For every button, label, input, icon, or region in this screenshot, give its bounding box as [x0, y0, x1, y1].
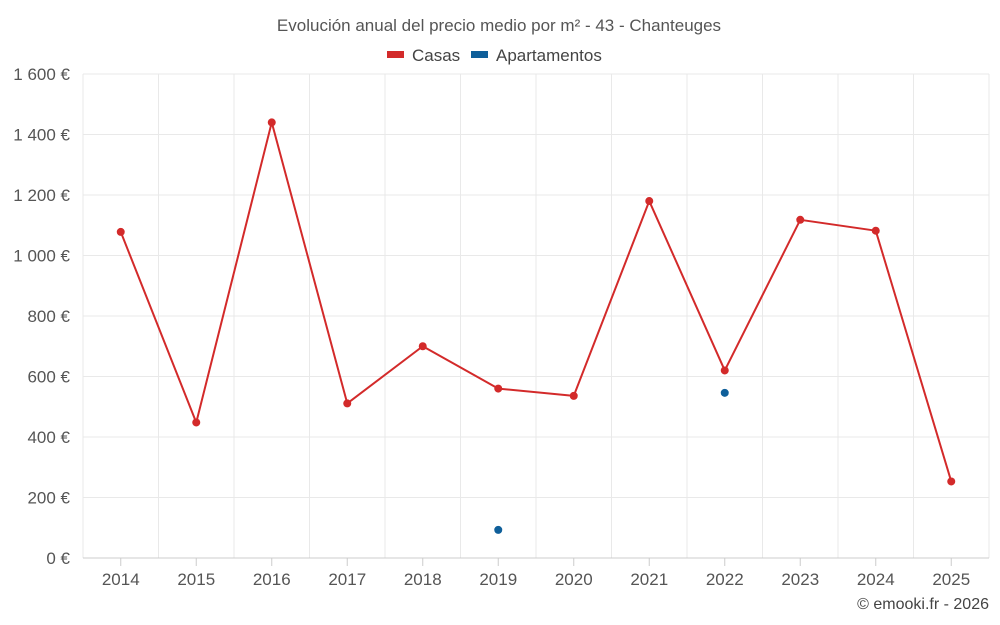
grid: [82, 73, 990, 559]
credit-text: © emooki.fr - 2026: [857, 596, 989, 613]
data-point-casas[interactable]: [947, 477, 956, 486]
x-tick-label: 2018: [404, 570, 442, 589]
y-tick-label: 1 200 €: [13, 186, 70, 205]
data-point-casas[interactable]: [267, 118, 276, 127]
x-tick-label: 2015: [177, 570, 215, 589]
data-point-casas[interactable]: [871, 226, 880, 235]
x-tick-label: 2023: [781, 570, 819, 589]
x-tick-label: 2022: [706, 570, 744, 589]
series: [116, 118, 956, 534]
series-line-casas: [119, 121, 953, 482]
legend-item-apartamentos[interactable]: Apartamentos: [471, 46, 602, 65]
legend-swatch-casas: [387, 51, 404, 58]
y-tick-label: 1 000 €: [13, 247, 70, 266]
x-tick-label: 2021: [630, 570, 668, 589]
data-point-casas[interactable]: [418, 342, 427, 351]
x-tick-label: 2024: [857, 570, 895, 589]
x-tick-label: 2016: [253, 570, 291, 589]
legend-label-apartamentos: Apartamentos: [496, 46, 602, 65]
legend[interactable]: Casas Apartamentos: [387, 46, 602, 65]
y-tick-label: 0 €: [46, 549, 70, 568]
y-tick-label: 200 €: [27, 489, 70, 508]
data-point-casas[interactable]: [494, 384, 503, 393]
chart-title: Evolución anual del precio medio por m² …: [277, 16, 721, 35]
x-tick-label: 2017: [328, 570, 366, 589]
legend-label-casas: Casas: [412, 46, 460, 65]
y-tick-label: 600 €: [27, 368, 70, 387]
y-tick-label: 800 €: [27, 307, 70, 326]
x-tick-label: 2019: [479, 570, 517, 589]
data-point-casas[interactable]: [720, 366, 729, 375]
data-point-casas[interactable]: [569, 391, 578, 400]
data-point-casas[interactable]: [343, 399, 352, 408]
legend-swatch-apartamentos: [471, 51, 488, 58]
data-point-apartamentos[interactable]: [494, 525, 503, 534]
data-point-casas[interactable]: [796, 215, 805, 224]
x-tick-label: 2020: [555, 570, 593, 589]
y-tick-label: 400 €: [27, 428, 70, 447]
data-point-apartamentos[interactable]: [720, 388, 729, 397]
axes: 0 € 200 € 400 € 600 € 800 € 1 000 € 1 200 € 1 4…: [13, 65, 989, 589]
x-tick-label: 2025: [932, 570, 970, 589]
y-tick-label: 1 600 €: [13, 65, 70, 84]
data-point-casas[interactable]: [192, 418, 201, 427]
y-tick-label: 1 400 €: [13, 126, 70, 145]
data-point-casas[interactable]: [645, 197, 654, 206]
x-tick-label: 2014: [102, 570, 140, 589]
data-point-casas[interactable]: [116, 227, 125, 236]
legend-item-casas[interactable]: Casas: [387, 46, 460, 65]
